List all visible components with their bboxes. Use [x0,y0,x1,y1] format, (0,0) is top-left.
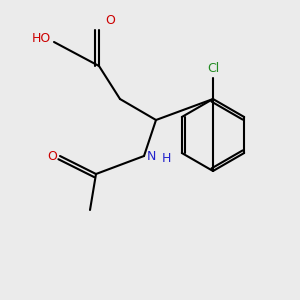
Text: N: N [147,149,156,163]
Text: H: H [162,152,171,166]
Text: Cl: Cl [207,62,219,75]
Text: O: O [47,149,57,163]
Text: HO: HO [32,32,51,46]
Text: O: O [105,14,115,27]
